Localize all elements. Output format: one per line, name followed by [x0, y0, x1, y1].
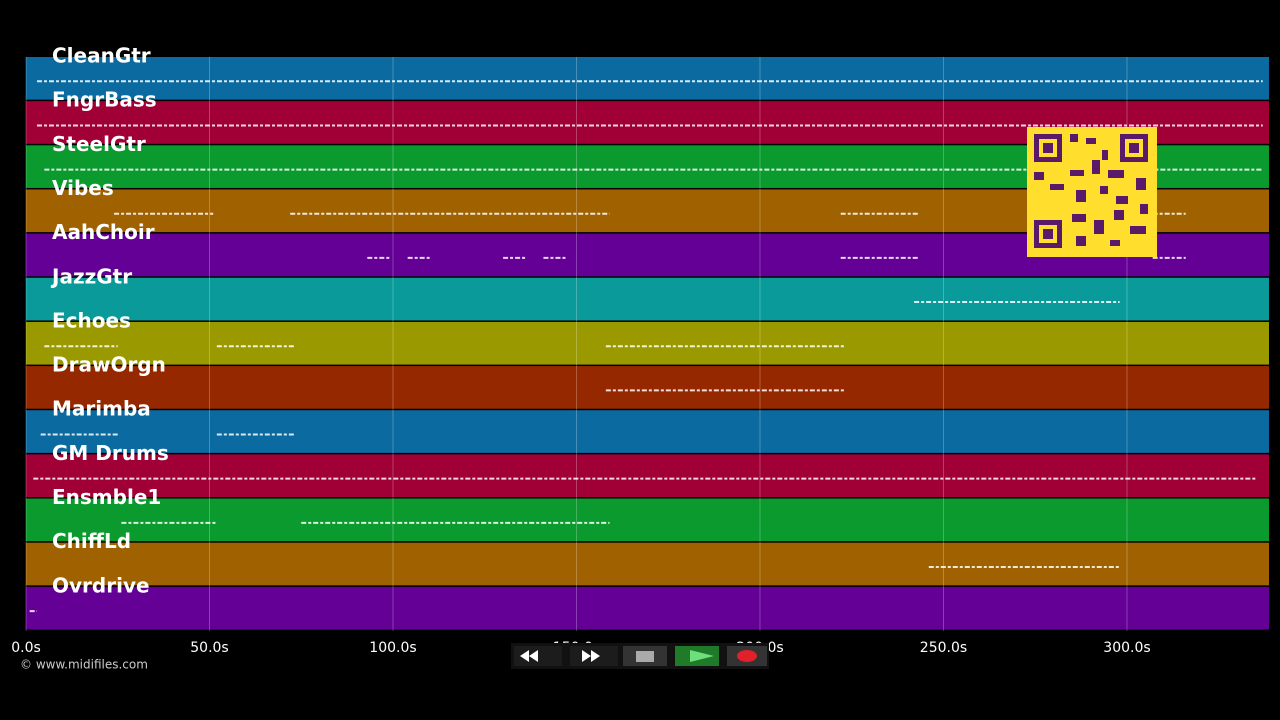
qr-code: [1027, 127, 1157, 257]
transport-controls: [511, 643, 769, 669]
track-row: [26, 454, 1269, 498]
track-row: [26, 542, 1269, 586]
track-row: [26, 321, 1269, 365]
track-name: ChiffLd: [52, 529, 131, 553]
x-tick-label: 100.0s: [369, 640, 416, 656]
track-name: DrawOrgn: [52, 353, 166, 377]
record-button[interactable]: [727, 646, 767, 666]
play-button[interactable]: [675, 646, 719, 666]
track-name: Echoes: [52, 308, 131, 332]
track-labels: CleanGtr FngrBass SteelGtr Vibes AahChoir Jaz…: [50, 44, 169, 598]
track-row: [26, 277, 1269, 321]
track-name: Vibes: [52, 176, 114, 200]
track-name: GM Drums: [52, 441, 169, 465]
copyright: © www.midifiles.com: [20, 658, 148, 672]
stop-button[interactable]: [623, 646, 667, 666]
track-name: SteelGtr: [52, 132, 146, 156]
x-tick-label: 300.0s: [1103, 640, 1150, 656]
track-name: Ensmble1: [52, 485, 161, 509]
rewind-button[interactable]: [514, 646, 562, 666]
track-name: FngrBass: [52, 88, 157, 112]
track-name: Marimba: [52, 397, 151, 421]
forward-button[interactable]: [570, 646, 618, 666]
track-row: [26, 57, 1269, 100]
track-name: CleanGtr: [52, 44, 151, 68]
x-tick-label: 50.0s: [190, 640, 228, 656]
track-name: Ovrdrive: [52, 573, 150, 597]
track-row: [26, 586, 1269, 630]
track-row: [26, 410, 1269, 453]
x-tick-label: 250.0s: [920, 640, 967, 656]
track-name: JazzGtr: [50, 264, 132, 288]
x-tick-label: 0.0s: [11, 640, 41, 656]
track-row: [26, 366, 1269, 409]
track-name: AahChoir: [52, 220, 155, 244]
track-row: [26, 498, 1269, 542]
